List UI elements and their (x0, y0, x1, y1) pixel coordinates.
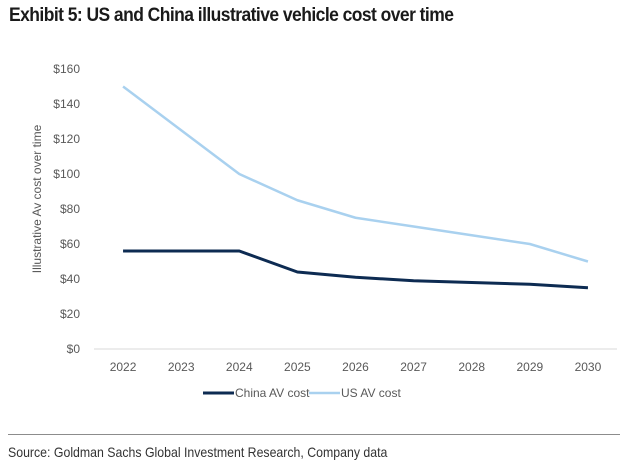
y-tick-label: $80 (60, 202, 80, 216)
x-axis-ticks: 2022 2023 2024 2025 2026 2027 2028 2029 2030 (110, 360, 602, 374)
x-tick-label: 2028 (458, 360, 485, 374)
series-lines (122, 85, 589, 290)
y-tick-label: $100 (53, 167, 80, 181)
y-tick-label: $40 (60, 272, 80, 286)
y-axis-label: Illustrative Av cost over time (30, 124, 44, 273)
legend: China AV cost US AV cost (203, 386, 401, 400)
x-tick-label: 2030 (575, 360, 602, 374)
line-chart: $0$20$40$60$80$100$120$140$160 2022 2023 2… (30, 62, 617, 400)
y-tick-label: $120 (53, 132, 80, 146)
series-line-china-av-cost (123, 249, 589, 290)
x-tick-label: 2024 (226, 360, 253, 374)
legend-label: US AV cost (341, 386, 401, 400)
series-line-us-av-cost (122, 85, 589, 263)
y-tick-label: $60 (60, 237, 80, 251)
divider (8, 434, 620, 435)
x-tick-label: 2026 (342, 360, 369, 374)
chart-title: Exhibit 5: US and China illustrative veh… (9, 5, 454, 26)
x-tick-label: 2029 (516, 360, 543, 374)
y-tick-label: $140 (53, 97, 80, 111)
x-tick-label: 2022 (110, 360, 137, 374)
x-tick-label: 2027 (400, 360, 427, 374)
source-note: Source: Goldman Sachs Global Investment … (8, 444, 388, 460)
legend-label: China AV cost (235, 386, 310, 400)
x-tick-label: 2025 (284, 360, 311, 374)
y-tick-label: $160 (53, 62, 80, 76)
y-tick-label: $20 (60, 307, 80, 321)
y-axis-ticks: $0 $20 $40 $60 $80 $100 $120 $140 $160 (53, 62, 80, 356)
y-tick-label: $0 (67, 342, 81, 356)
x-tick-label: 2023 (168, 360, 195, 374)
